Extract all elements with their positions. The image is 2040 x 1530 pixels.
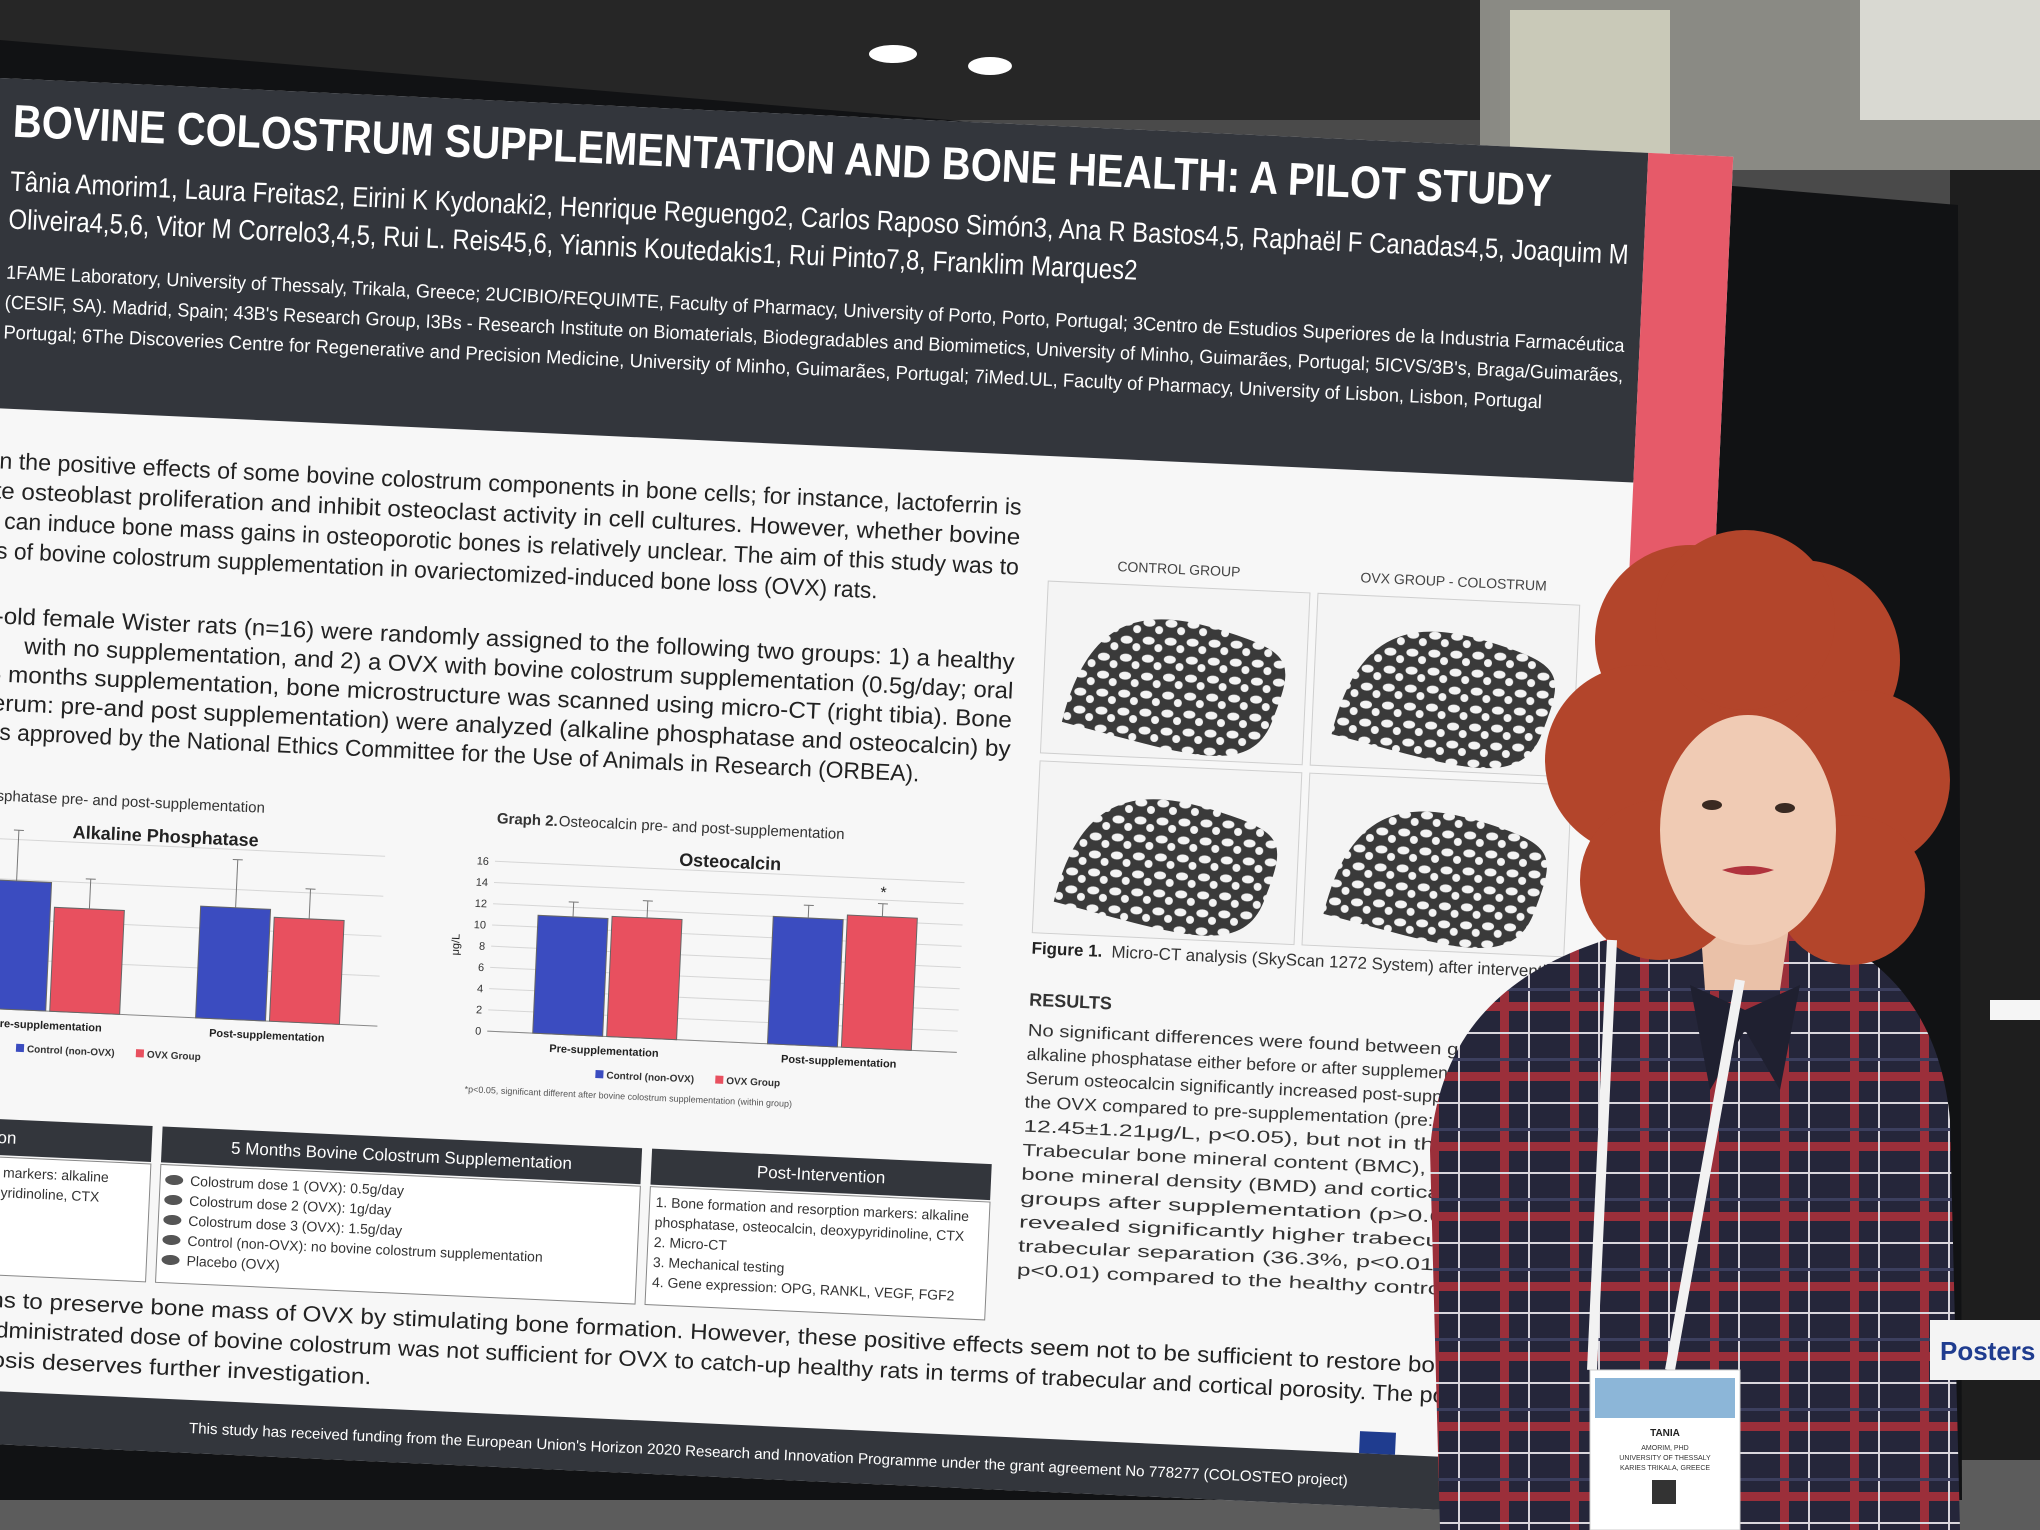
bar [532, 914, 609, 1037]
y-tick-label: 10 [474, 919, 487, 932]
error-bar [646, 900, 649, 918]
x-tick-label: Pre-supplementation [549, 1043, 659, 1060]
graph-caption-label: Graph 2. [497, 810, 559, 830]
error-bar [572, 902, 575, 917]
error-bar [235, 859, 239, 908]
significance-mark: * [880, 885, 887, 902]
ceiling-light [869, 45, 917, 63]
hair [1655, 530, 1835, 710]
bone-scan [1061, 619, 1286, 756]
cloud-icon [161, 1254, 180, 1265]
figure-label: CONTROL GROUP [1117, 558, 1241, 580]
bar [49, 906, 125, 1015]
badge-line: UNIVERSITY OF THESSALY [1619, 1455, 1711, 1462]
badge-line: AMORIM, PHD [1641, 1445, 1688, 1452]
table-header: rvention [0, 1126, 17, 1148]
legend-label: Control (non-OVX) [606, 1071, 694, 1086]
y-tick-label: 8 [479, 941, 486, 953]
eu-flag [1359, 1431, 1396, 1455]
next-board [1950, 170, 2040, 1530]
qr-code [1652, 1480, 1676, 1504]
badge-name: TANIA [1650, 1428, 1680, 1439]
legend-swatch [715, 1075, 724, 1084]
bone-scan [1053, 799, 1278, 936]
legend-label: Control (non-OVX) [27, 1044, 115, 1059]
y-tick-label: 0 [475, 1026, 482, 1038]
legend-swatch [135, 1049, 145, 1058]
legend-swatch [15, 1043, 25, 1053]
bar [0, 878, 53, 1012]
error-bar [881, 903, 884, 917]
figure-caption-label: Figure 1. [1031, 939, 1103, 961]
badge-line: KARIES TRIKALA, GREECE [1620, 1465, 1710, 1472]
error-bar [807, 905, 810, 919]
bow [1690, 985, 1800, 1090]
sign [1930, 1320, 2040, 1380]
table-header-cell [0, 1116, 153, 1162]
x-tick-label: Post-supplementation [209, 1027, 325, 1044]
y-tick-label: 6 [478, 962, 485, 974]
lips [1722, 866, 1774, 875]
table-item: 3. Mechanical testing [653, 1254, 785, 1276]
cloud-icon [162, 1234, 181, 1245]
table-body-cell [0, 1154, 152, 1283]
y-tick-label: 16 [476, 855, 489, 868]
bar [195, 905, 272, 1022]
table-item: Placebo (OVX) [186, 1253, 280, 1273]
window [1510, 10, 1670, 160]
poster-footer [0, 1388, 1589, 1517]
poster-header [0, 78, 1649, 483]
table-body-cell [644, 1186, 991, 1321]
cloud-icon [165, 1175, 184, 1186]
legend-label: OVX Group [726, 1076, 780, 1089]
badge-banner [1595, 1378, 1735, 1418]
x-tick-label: Pre-supplementation [0, 1018, 102, 1035]
y-tick-label: 2 [476, 1004, 483, 1016]
grid-line [494, 860, 965, 884]
bone-scan [1323, 811, 1547, 948]
cloud-icon [163, 1214, 182, 1226]
table-item: deoxypyridinoline, CTX [0, 1182, 100, 1205]
bar [840, 914, 918, 1051]
error-bar [88, 879, 92, 909]
ceiling-light [968, 57, 1012, 75]
y-tick-label: 4 [477, 983, 484, 995]
cloud-icon [164, 1195, 183, 1206]
sign-text: Posters [1940, 1336, 2035, 1366]
person: TANIA AMORIM, PHD UNIVERSITY OF THESSALY KA… [1430, 530, 1960, 1530]
bar [268, 916, 345, 1025]
lanyard [1587, 939, 1745, 1371]
table-header-cell [160, 1126, 643, 1185]
x-tick-label: Post-supplementation [781, 1053, 897, 1070]
face [1660, 715, 1836, 945]
results-heading: RESULTS [1029, 990, 1112, 1014]
window [1860, 0, 2040, 120]
table-body-cell [155, 1163, 641, 1305]
table-item: 2. Micro-CT [654, 1234, 728, 1253]
legend-label: OVX Group [147, 1050, 201, 1063]
poster: BOVINE COLOSTRUM SUPPLEMENTATION AND BON… [0, 78, 1734, 1521]
bar [606, 915, 683, 1041]
table-header-cell [650, 1148, 992, 1201]
bar [766, 915, 844, 1048]
y-tick-label: 12 [475, 898, 488, 911]
legend-swatch [595, 1070, 604, 1079]
eye [1775, 803, 1795, 813]
error-bar [16, 830, 20, 881]
error-bar [308, 888, 312, 919]
grid-line [493, 881, 964, 905]
y-axis-label: μg/L [450, 934, 463, 956]
table-item: orption markers: alkaline [0, 1162, 109, 1185]
y-tick-label: 14 [475, 877, 488, 890]
bone-scan [1331, 631, 1555, 769]
cup [1990, 1000, 2040, 1020]
eye [1702, 800, 1722, 810]
